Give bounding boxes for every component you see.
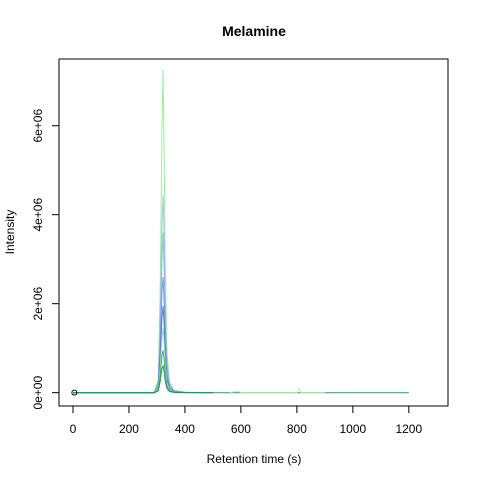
y-axis-label: Intensity	[3, 210, 17, 255]
x-tick-label: 200	[119, 422, 139, 436]
x-axis: 0 200 400 600 800 1000 1200	[70, 405, 422, 436]
y-tick-label: 6e+06	[31, 109, 45, 143]
x-axis-label: Retention time (s)	[207, 452, 302, 466]
y-tick-label: 0e+00	[31, 376, 45, 410]
data-point-marker-1	[71, 389, 78, 396]
chart-title: Melamine	[222, 23, 286, 39]
x-tick-label: 400	[175, 422, 195, 436]
y-tick-label: 2e+06	[31, 287, 45, 321]
series-line-9	[229, 387, 325, 394]
y-tick-label: 4e+06	[31, 198, 45, 232]
x-tick-label: 1000	[339, 422, 366, 436]
x-tick-label: 600	[231, 422, 251, 436]
x-tick-label: 1200	[395, 422, 422, 436]
x-tick-label: 0	[70, 422, 77, 436]
y-axis: 0e+00 2e+06 4e+06 6e+06	[31, 109, 60, 410]
plot-area	[71, 70, 409, 396]
x-tick-label: 800	[287, 422, 307, 436]
